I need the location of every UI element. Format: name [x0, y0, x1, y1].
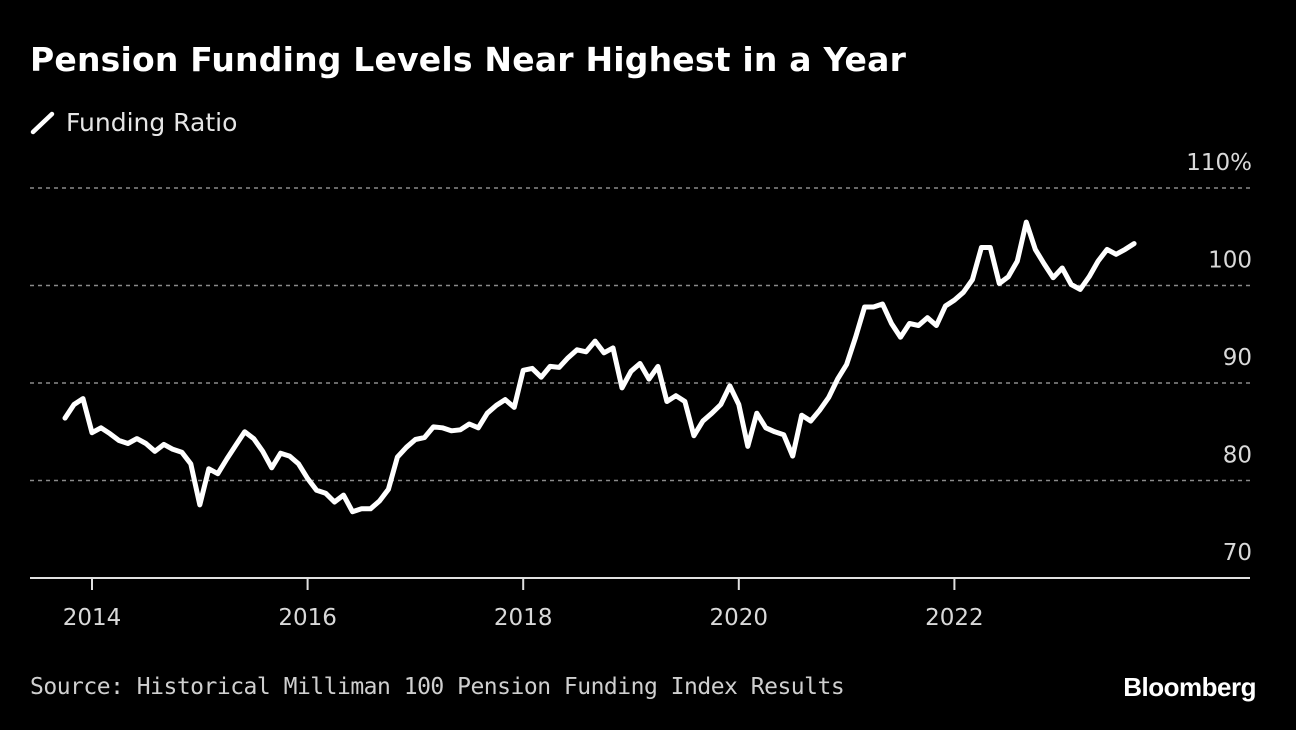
legend-line-icon: [30, 111, 55, 134]
x-tick-label: 2020: [710, 605, 769, 631]
x-tick-label: 2022: [925, 605, 984, 631]
series-line-funding-ratio: [62, 219, 1137, 515]
bloomberg-logo: Bloomberg: [1123, 672, 1256, 702]
source-note: Source: Historical Milliman 100 Pension …: [30, 674, 845, 700]
chart-title: Pension Funding Levels Near Highest in a…: [30, 40, 907, 79]
y-tick-label: 90: [1223, 345, 1252, 371]
series-layer: [62, 219, 1137, 515]
gridlines: [30, 187, 1250, 482]
y-axis-labels: 110% 100 90 80 70: [1186, 150, 1252, 566]
x-tick-label: 2018: [494, 605, 553, 631]
x-tick-label: 2014: [63, 605, 122, 631]
y-tick-label: 70: [1223, 540, 1252, 566]
y-tick-label: 110%: [1186, 150, 1252, 176]
legend-label: Funding Ratio: [66, 108, 238, 137]
y-tick-label: 80: [1223, 443, 1252, 469]
legend: Funding Ratio: [30, 108, 237, 137]
y-tick-label: 100: [1208, 248, 1252, 274]
x-tick-label: 2016: [278, 605, 337, 631]
x-axis: 2014 2016 2018 2020 2022: [30, 577, 1250, 631]
